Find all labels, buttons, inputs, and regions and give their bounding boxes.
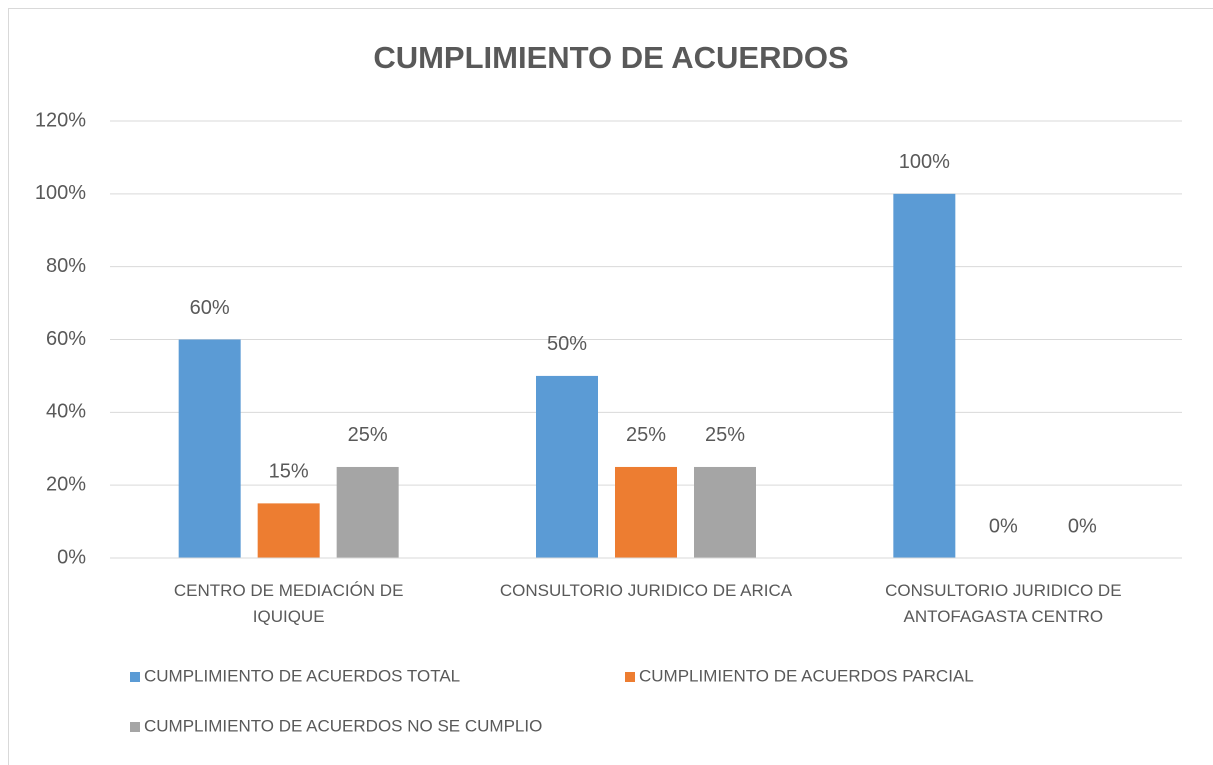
- bar: [615, 466, 677, 558]
- chart-title: CUMPLIMIENTO DE ACUERDOS: [373, 40, 848, 75]
- data-label: 25%: [705, 424, 745, 446]
- x-tick-label: CONSULTORIO JURIDICO DE ANTOFAGASTA CENT…: [885, 581, 1122, 626]
- legend-swatch: [130, 722, 140, 732]
- chart-border: [8, 8, 1213, 765]
- y-tick-label: 60%: [46, 328, 86, 350]
- y-tick-label: 100%: [35, 182, 86, 204]
- bar: [257, 503, 320, 558]
- legend-label: CUMPLIMIENTO DE ACUERDOS NO SE CUMPLIO: [144, 716, 542, 735]
- legend-swatch: [625, 672, 635, 682]
- y-tick-label: 0%: [57, 546, 86, 568]
- y-tick-label: 120%: [35, 109, 86, 131]
- data-label: 25%: [626, 424, 666, 446]
- data-label: 100%: [899, 151, 950, 173]
- bar: [893, 193, 956, 559]
- x-tick-label: CENTRO DE MEDIACIÓN DE IQUIQUE: [173, 581, 404, 626]
- data-label: 15%: [269, 461, 309, 483]
- legend-swatch: [130, 672, 140, 682]
- data-label: 0%: [1068, 515, 1097, 537]
- data-label: 60%: [190, 297, 230, 319]
- y-tick-label: 20%: [46, 473, 86, 495]
- y-tick-label: 80%: [46, 255, 86, 277]
- legend-label: CUMPLIMIENTO DE ACUERDOS TOTAL: [144, 666, 460, 685]
- data-label: 25%: [348, 424, 388, 446]
- x-tick-label: CONSULTORIO JURIDICO DE ARICA: [499, 581, 793, 600]
- data-label: 0%: [989, 515, 1018, 537]
- bar: [336, 466, 399, 558]
- data-label: 50%: [547, 333, 587, 355]
- bar: [694, 466, 756, 558]
- y-tick-label: 40%: [46, 401, 86, 423]
- bar: [178, 339, 241, 558]
- bar: [536, 375, 598, 558]
- legend-label: CUMPLIMIENTO DE ACUERDOS PARCIAL: [639, 666, 974, 685]
